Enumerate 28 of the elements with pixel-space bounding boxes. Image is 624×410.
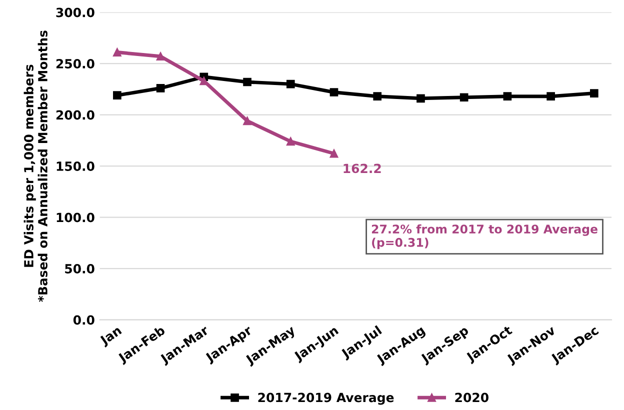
point <box>330 149 338 158</box>
point <box>156 52 165 61</box>
y-tick-label: 200.0 <box>56 110 94 120</box>
point <box>286 137 295 146</box>
point <box>546 92 555 101</box>
y-axis-title: ED Visits per 1,000 members *Based on Annualized Member Months <box>24 30 48 302</box>
y-tick-label: 100.0 <box>56 212 94 222</box>
point <box>590 89 598 98</box>
point <box>243 78 252 86</box>
data-label: 162.2 <box>344 164 381 174</box>
point <box>460 93 468 102</box>
point <box>156 84 165 92</box>
y-tick-label: 150.0 <box>56 162 94 171</box>
y-tick-label: 50.0 <box>65 264 94 274</box>
annotation: 27.2% from 2017 to 2019 Average (p=0.31) <box>372 224 598 250</box>
point <box>373 92 382 101</box>
point <box>243 116 252 126</box>
legend-label: 2017-2019 Average <box>258 392 394 405</box>
point <box>113 91 122 100</box>
point <box>113 48 122 56</box>
legend-label: 2020 <box>455 392 488 402</box>
point <box>286 80 295 88</box>
y-tick-label: 300.0 <box>56 8 94 18</box>
point <box>503 92 512 101</box>
y-tick-label: 250.0 <box>56 59 94 68</box>
y-tick-label: 0.0 <box>73 315 94 325</box>
point <box>330 88 338 96</box>
point <box>416 94 425 103</box>
